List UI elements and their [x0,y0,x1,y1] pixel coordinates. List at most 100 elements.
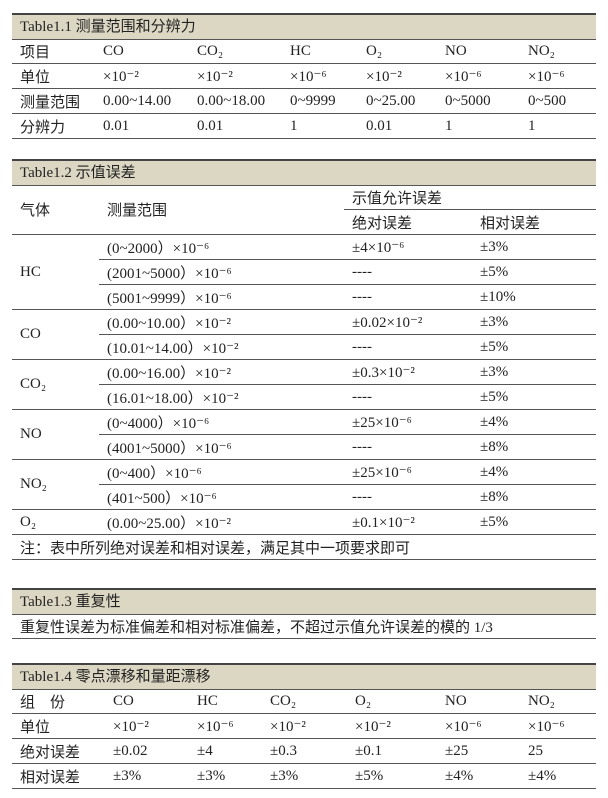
table-cell: CO [105,689,189,714]
row-label: 相对误差 [12,763,105,789]
relative-error-cell: ±5% [472,259,597,285]
table-cell: ±3% [105,763,189,789]
range-cell: (0~4000）×10⁻⁶ [99,409,344,435]
absolute-error-cell: ±25×10⁻⁶ [344,409,472,435]
table-cell: 1 [437,113,520,139]
relative-error-cell: ±5% [472,509,597,535]
table-row: 单位 ×10⁻² ×10⁻⁶ ×10⁻² ×10⁻² ×10⁻⁶ ×10⁻⁶ [12,713,596,739]
note-row: 注：表中所列绝对误差和相对误差，满足其中一项要求即可 [12,534,597,560]
absolute-error-cell: ±0.1×10⁻² [344,509,472,535]
header-relative: 相对误差 [472,209,597,235]
table-cell: NO₂ [520,689,596,714]
table-cell: 25 [520,738,596,764]
table-row: (401~500）×10⁻⁶ ---- ±8% [12,484,597,510]
absolute-error-cell: ---- [344,259,472,285]
table-row: 分辨力 0.01 0.01 1 0.01 1 1 [12,113,596,139]
table-cell: ×10⁻² [189,63,282,89]
table-cell: CO [95,39,189,64]
absolute-error-cell: ±0.02×10⁻² [344,309,472,335]
range-cell: (0.00~25.00）×10⁻² [99,509,344,535]
table-cell: 0~500 [520,88,596,114]
row-label: 组 份 [12,689,105,714]
table-cell: ×10⁻² [358,63,437,89]
table-1-1: 项目 CO CO₂ HC O₂ NO NO₂ 单位 ×10⁻² ×10⁻² ×10⁻⁶ ×10⁻² ×1… [12,39,596,139]
range-cell: (16.01~18.00）×10⁻² [99,384,344,410]
table-cell: HC [189,689,262,714]
row-label: 测量范围 [12,88,95,114]
table-cell: ×10⁻² [262,713,347,739]
repeatability-text: 重复性误差为标准偏差和相对标准偏差，不超过示值允许误差的模的 1/3 [12,614,596,639]
table-cell: 1 [282,113,358,139]
table-cell: ±0.02 [105,738,189,764]
table-row: 测量范围 0.00~14.00 0.00~18.00 0~9999 0~25.00 0~5… [12,88,596,114]
table-1-3-caption: Table1.3 重复性 [12,588,596,615]
table-cell: 0.01 [95,113,189,139]
table-row: CO₂ (0.00~16.00）×10⁻² ±0.3×10⁻² ±3% [12,359,597,410]
header-row: 绝对误差 相对误差 [12,209,597,235]
table-row: 项目 CO CO₂ HC O₂ NO NO₂ [12,39,596,64]
table-row: (10.01~14.00）×10⁻² ---- ±5% [12,334,597,360]
relative-error-cell: ±8% [472,484,597,510]
table-cell: HC [282,39,358,64]
table-cell: O₂ [347,689,437,714]
range-cell: (5001~9999）×10⁻⁶ [99,284,344,310]
absolute-error-cell: ±4×10⁻⁶ [344,234,472,260]
absolute-error-cell: ---- [344,384,472,410]
relative-error-cell: ±5% [472,334,597,360]
table-1-3: 重复性误差为标准偏差和相对标准偏差，不超过示值允许误差的模的 1/3 [12,614,596,639]
table-cell: ×10⁻⁶ [437,63,520,89]
table-1-2: 气体 测量范围 示值允许误差 绝对误差 相对误差 HC (0~2000）×10⁻⁶ ±4×10… [12,185,597,560]
header-gas: 气体 [12,185,99,235]
table-row: (5001~9999）×10⁻⁶ ---- ±10% [12,284,597,310]
table-cell: ±25 [437,738,520,764]
relative-error-cell: ±10% [472,284,597,310]
header-range: 测量范围 [99,185,344,235]
range-cell: (2001~5000）×10⁻⁶ [99,259,344,285]
table-cell: ×10⁻⁶ [520,713,596,739]
table-1-1-caption: Table1.1 测量范围和分辨力 [12,13,596,40]
absolute-error-cell: ---- [344,334,472,360]
table-cell: 0~9999 [282,88,358,114]
absolute-error-cell: ---- [344,284,472,310]
table-cell: ×10⁻² [347,713,437,739]
table-cell: ±3% [189,763,262,789]
table-row: HC (0~2000）×10⁻⁶ ±4×10⁻⁶ ±3% [12,234,597,310]
relative-error-cell: ±4% [472,459,597,485]
relative-error-cell: ±3% [472,234,597,260]
table-row: 重复性误差为标准偏差和相对标准偏差，不超过示值允许误差的模的 1/3 [12,614,596,639]
relative-error-cell: ±4% [472,409,597,435]
table-cell: NO [437,39,520,64]
table-cell: 0.01 [189,113,282,139]
table-cell: ×10⁻⁶ [520,63,596,89]
table-cell: CO₂ [262,689,347,714]
table-cell: 0.00~14.00 [95,88,189,114]
gas-label: NO [12,409,99,460]
range-cell: (4001~5000）×10⁻⁶ [99,434,344,460]
note-text: 注：表中所列绝对误差和相对误差，满足其中一项要求即可 [12,534,597,560]
range-cell: (10.01~14.00）×10⁻² [99,334,344,360]
absolute-error-cell: ---- [344,434,472,460]
gas-label: HC [12,234,99,310]
table-1-4: 组 份 CO HC CO₂ O₂ NO NO₂ 单位 ×10⁻² ×10⁻⁶ ×10⁻² ×10⁻² ×… [12,689,596,789]
range-cell: (0~2000）×10⁻⁶ [99,234,344,260]
table-row: 组 份 CO HC CO₂ O₂ NO NO₂ [12,689,596,714]
table-row: 绝对误差 ±0.02 ±4 ±0.3 ±0.1 ±25 25 [12,738,596,764]
table-cell: ±0.1 [347,738,437,764]
table-cell: ×10⁻² [95,63,189,89]
table-cell: O₂ [358,39,437,64]
table-cell: ±5% [347,763,437,789]
table-row: NO₂ (0~400）×10⁻⁶ ±25×10⁻⁶ ±4% [12,459,597,510]
table-cell: ×10⁻⁶ [282,63,358,89]
table-cell: 0.01 [358,113,437,139]
table-cell: ±0.3 [262,738,347,764]
header-row: 气体 测量范围 示值允许误差 [12,185,597,235]
table-row: O₂ (0.00~25.00）×10⁻² ±0.1×10⁻² ±5% [12,509,597,535]
absolute-error-cell: ±0.3×10⁻² [344,359,472,385]
table-cell: CO₂ [189,39,282,64]
table-1-2-caption: Table1.2 示值误差 [12,159,596,186]
relative-error-cell: ±3% [472,359,597,385]
table-row: 单位 ×10⁻² ×10⁻² ×10⁻⁶ ×10⁻² ×10⁻⁶ ×10⁻⁶ [12,63,596,89]
table-row: (2001~5000）×10⁻⁶ ---- ±5% [12,259,597,285]
row-label: 项目 [12,39,95,64]
table-cell: ±4 [189,738,262,764]
